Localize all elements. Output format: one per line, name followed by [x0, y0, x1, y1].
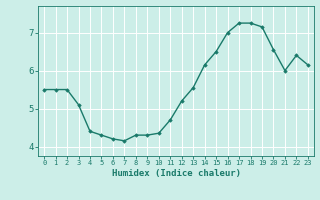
X-axis label: Humidex (Indice chaleur): Humidex (Indice chaleur): [111, 169, 241, 178]
